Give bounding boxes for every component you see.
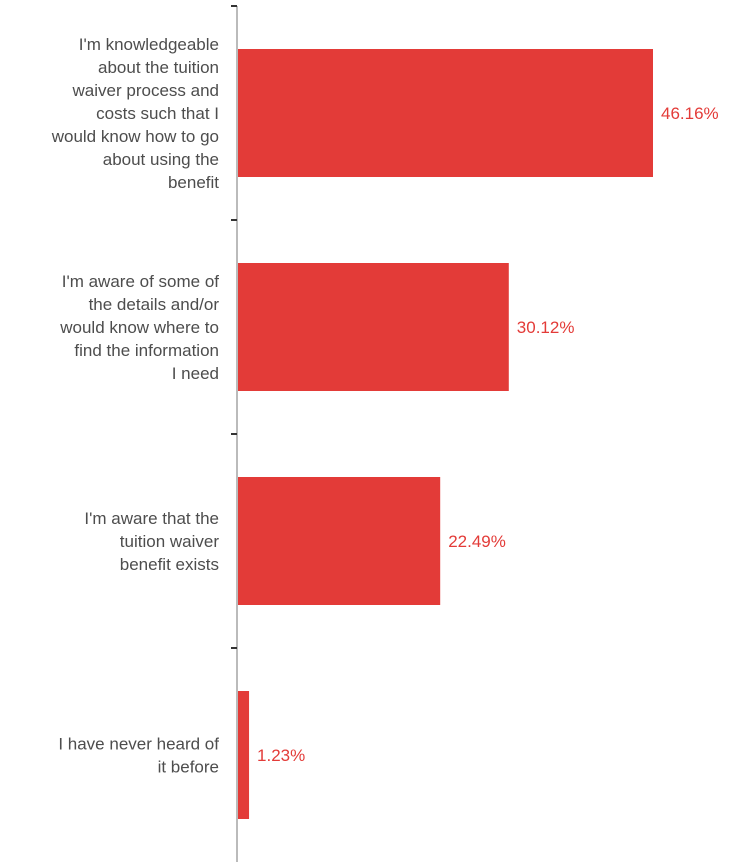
value-label: 46.16% [661, 104, 719, 123]
y-axis-ticks [231, 5, 237, 649]
value-label: 1.23% [257, 746, 305, 765]
value-labels-group: 46.16% 30.12% 22.49% 1.23% [257, 104, 719, 765]
bar [238, 477, 441, 605]
bar [238, 691, 250, 819]
category-label: I'm aware of some of the details and/or wo… [59, 272, 219, 383]
bars-group [238, 49, 653, 819]
value-label: 30.12% [517, 318, 575, 337]
value-label: 22.49% [448, 532, 506, 551]
category-label: I'm knowledgeable about the tuition waiver… [51, 35, 220, 192]
bar [238, 49, 653, 177]
category-label: I'm aware that the tuition waiver benefit … [84, 509, 219, 574]
category-label: I have never heard of it before [58, 735, 219, 777]
category-labels-group: I'm knowledgeable about the tuition waiver… [51, 35, 220, 777]
bar [238, 263, 509, 391]
